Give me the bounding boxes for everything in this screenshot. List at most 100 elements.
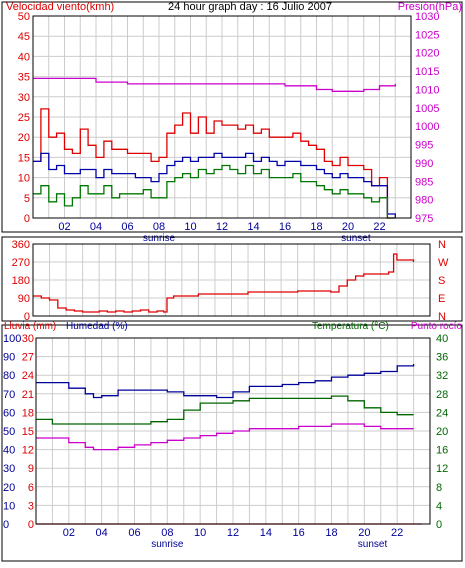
climate-series-0 <box>36 364 415 399</box>
humidity-ytick-60: 60 <box>3 407 15 419</box>
temp-ytick-24: 24 <box>436 407 448 419</box>
temp-axis-label: Temperatura (°C) <box>312 321 389 332</box>
wind-ytick-50: 50 <box>18 11 30 23</box>
direction-ytick-180: 180 <box>12 275 30 287</box>
direction-compass-0: N <box>438 239 446 251</box>
climate-xtick-22: 22 <box>391 527 403 539</box>
direction-compass-4: N <box>438 311 446 323</box>
climate-xtick-12: 12 <box>227 527 239 539</box>
climate-xtick-02: 02 <box>63 527 75 539</box>
wind-xtick-12: 12 <box>216 221 228 233</box>
direction-ytick-90: 90 <box>18 293 30 305</box>
wind-series-3 <box>33 77 396 92</box>
climate-series-1 <box>36 395 414 425</box>
temp-ytick-40: 40 <box>436 333 448 345</box>
pressure-ytick-980: 980 <box>415 195 433 207</box>
wind-xtick-18: 18 <box>310 221 322 233</box>
direction-plot-frame <box>32 243 431 317</box>
humidity-ytick-100: 100 <box>3 333 21 345</box>
rain-axis-label: Lluvia (mm) <box>4 321 56 332</box>
wind-ytick-0: 0 <box>24 213 30 225</box>
rain-ytick-0: 0 <box>28 519 34 531</box>
temp-ytick-36: 36 <box>436 352 448 364</box>
rain-ytick-27: 27 <box>22 352 34 364</box>
rain-ytick-21: 21 <box>22 389 34 401</box>
wind-axis-label: Velocidad viento(kmh) <box>6 1 114 13</box>
pressure-ytick-1025: 1025 <box>415 29 439 41</box>
rain-ytick-12: 12 <box>22 445 34 457</box>
wind-annotation-sunrise: sunrise <box>143 233 176 244</box>
humidity-ytick-20: 20 <box>3 482 15 494</box>
wind-ytick-5: 5 <box>24 193 30 205</box>
temp-ytick-32: 32 <box>436 370 448 382</box>
climate-plot-frame <box>35 337 431 525</box>
wind-ytick-40: 40 <box>18 51 30 63</box>
climate-xtick-10: 10 <box>194 527 206 539</box>
humidity-ytick-70: 70 <box>3 389 15 401</box>
climate-annotation-sunrise: sunrise <box>151 539 184 550</box>
wind-xtick-10: 10 <box>184 221 196 233</box>
rain-ytick-9: 9 <box>28 463 34 475</box>
pressure-ytick-985: 985 <box>415 176 433 188</box>
wind-panel-border <box>1 1 463 233</box>
humidity-ytick-10: 10 <box>3 500 15 512</box>
wind-ytick-35: 35 <box>18 72 30 84</box>
climate-xtick-06: 06 <box>128 527 140 539</box>
wind-ytick-20: 20 <box>18 132 30 144</box>
rain-ytick-6: 6 <box>28 482 34 494</box>
wind-xtick-14: 14 <box>247 221 259 233</box>
wind-plot-frame <box>32 15 412 219</box>
wind-xtick-08: 08 <box>153 221 165 233</box>
pressure-ytick-975: 975 <box>415 213 433 225</box>
direction-panel-border <box>1 236 463 322</box>
humidity-ytick-40: 40 <box>3 445 15 457</box>
climate-xtick-14: 14 <box>260 527 272 539</box>
wind-series-1 <box>33 152 396 218</box>
wind-xtick-06: 06 <box>121 221 133 233</box>
direction-ytick-0: 0 <box>24 311 30 323</box>
rain-ytick-3: 3 <box>28 500 34 512</box>
climate-panel-border <box>1 324 463 562</box>
direction-ytick-270: 270 <box>12 257 30 269</box>
wind-ytick-25: 25 <box>18 112 30 124</box>
direction-compass-3: E <box>438 293 445 305</box>
pressure-ytick-1030: 1030 <box>415 11 439 23</box>
humidity-ytick-90: 90 <box>3 352 15 364</box>
pressure-ytick-1005: 1005 <box>415 103 439 115</box>
temp-ytick-0: 0 <box>436 519 442 531</box>
humidity-ytick-50: 50 <box>3 426 15 438</box>
wind-xtick-20: 20 <box>342 221 354 233</box>
humidity-ytick-80: 80 <box>3 370 15 382</box>
pressure-ytick-995: 995 <box>415 140 433 152</box>
temp-ytick-8: 8 <box>436 482 442 494</box>
rain-ytick-15: 15 <box>22 426 34 438</box>
humidity-axis-label: Humedad (%) <box>66 321 128 332</box>
pressure-ytick-1010: 1010 <box>415 84 439 96</box>
climate-series-2 <box>36 423 414 451</box>
direction-ytick-360: 360 <box>12 239 30 251</box>
wind-xtick-22: 22 <box>373 221 385 233</box>
climate-xtick-08: 08 <box>161 527 173 539</box>
direction-series-0 <box>33 253 415 313</box>
temp-ytick-20: 20 <box>436 426 448 438</box>
humidity-ytick-0: 0 <box>3 519 9 531</box>
direction-compass-2: S <box>438 275 445 287</box>
pressure-ytick-1000: 1000 <box>415 121 439 133</box>
wind-ytick-15: 15 <box>18 152 30 164</box>
wind-series-2 <box>33 164 396 219</box>
wind-xtick-16: 16 <box>279 221 291 233</box>
temp-ytick-4: 4 <box>436 500 442 512</box>
wind-xtick-02: 02 <box>58 221 70 233</box>
pressure-ytick-1020: 1020 <box>415 48 439 60</box>
climate-xtick-04: 04 <box>96 527 108 539</box>
dew-axis-label: Punto rocío <box>411 321 463 332</box>
rain-ytick-24: 24 <box>22 370 34 382</box>
rain-ytick-30: 30 <box>22 333 34 345</box>
wind-series-0 <box>33 108 396 219</box>
wind-ytick-10: 10 <box>18 173 30 185</box>
chart-title: 24 hour graph day : 16 Julio 2007 <box>168 1 332 13</box>
climate-xtick-18: 18 <box>325 527 337 539</box>
climate-xtick-20: 20 <box>358 527 370 539</box>
